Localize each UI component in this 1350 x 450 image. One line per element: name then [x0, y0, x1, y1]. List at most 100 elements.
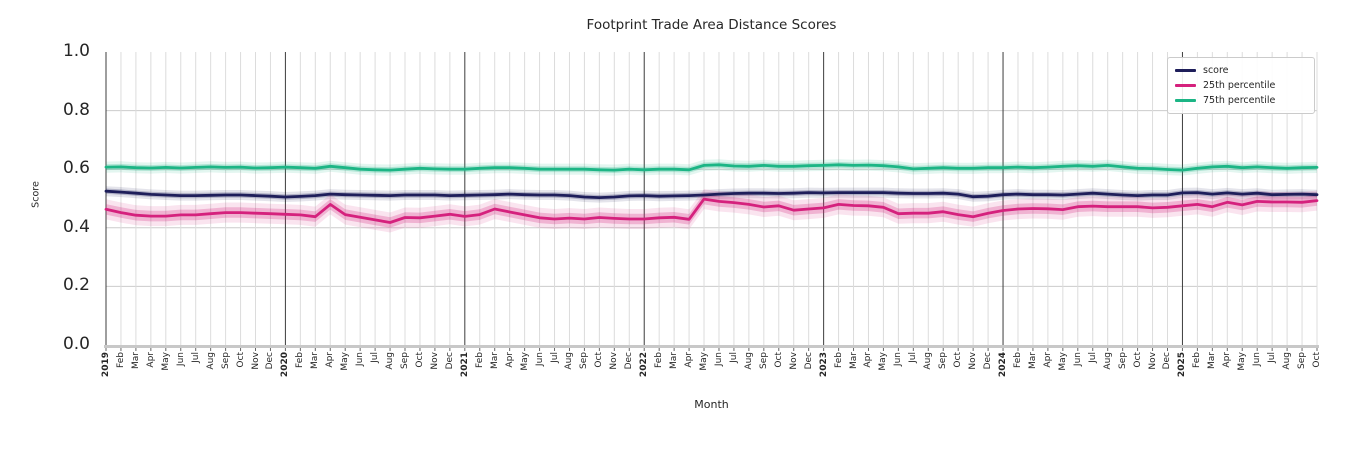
x-tick-label: Mar — [1027, 352, 1038, 369]
percentile25-line-swatch — [1175, 84, 1196, 87]
x-tick-label: Aug — [923, 352, 934, 370]
x-tick-label: Apr — [1042, 352, 1053, 368]
x-tick-label: Aug — [1102, 352, 1113, 370]
percentile75-line-swatch — [1175, 99, 1196, 102]
x-tick-label: Nov — [788, 352, 799, 370]
x-tick-label: Nov — [250, 352, 261, 370]
x-tick-label: Feb — [1192, 352, 1203, 368]
x-tick-label: Apr — [863, 352, 874, 368]
x-tick-label: Sep — [758, 352, 769, 369]
y-tick-label: 0.8 — [62, 99, 90, 120]
x-tick-label: Dec — [444, 352, 455, 370]
x-tick-label: May — [878, 352, 889, 371]
x-tick-label: Apr — [684, 352, 695, 368]
x-tick-label: Oct — [235, 352, 246, 368]
x-tick-label: 2019 — [101, 352, 111, 378]
x-tick-label: Jun — [1072, 352, 1083, 367]
x-tick-label: Jul — [1267, 352, 1278, 363]
x-tick-label: Jul — [728, 352, 739, 363]
x-axis-label: Month — [694, 398, 729, 411]
x-tick-label: Oct — [953, 352, 964, 368]
x-tick-label: Dec — [803, 352, 814, 370]
x-tick-label: Sep — [938, 352, 949, 369]
x-tick-label: Jun — [534, 352, 545, 367]
y-tick-label: 0.4 — [62, 216, 90, 237]
series-line-75th-percentile — [104, 163, 1319, 172]
x-tick-label: May — [1237, 352, 1248, 371]
y-tick-label: 0.0 — [62, 334, 90, 354]
x-tick-label: Jul — [1087, 352, 1098, 363]
legend-label: score — [1203, 65, 1229, 76]
legend-label: 75th percentile — [1203, 95, 1276, 106]
legend-item-score: score — [1175, 63, 1307, 78]
chart-title: Footprint Trade Area Distance Scores — [586, 17, 837, 33]
x-tick-label: Nov — [968, 352, 979, 370]
x-tick-label: May — [160, 352, 171, 371]
x-tick-label: Jul — [908, 352, 919, 363]
x-tick-label: Feb — [1012, 352, 1023, 368]
x-tick-label: May — [1057, 352, 1068, 371]
score-line-swatch — [1175, 69, 1196, 72]
x-tick-label: Mar — [489, 352, 500, 369]
x-tick-label: Jun — [355, 352, 366, 367]
y-tick-label: 0.2 — [62, 275, 90, 296]
x-tick-label: Aug — [564, 352, 575, 370]
x-tick-label: Sep — [579, 352, 590, 369]
x-tick-label: 2022 — [639, 352, 650, 378]
legend-item-25th-percentile: 25th percentile — [1175, 78, 1307, 93]
x-tick-label: Sep — [220, 352, 231, 369]
x-tick-label: Mar — [669, 352, 680, 369]
x-tick-label: 2025 — [1177, 352, 1188, 378]
x-tick-label: Apr — [504, 352, 515, 368]
x-tick-label: Mar — [130, 352, 141, 369]
x-tick-label: Aug — [205, 352, 216, 370]
x-tick-label: Oct — [1312, 352, 1322, 368]
x-tick-label: Feb — [115, 352, 126, 368]
x-tick-label: Feb — [654, 352, 665, 368]
x-tick-label: 2020 — [280, 352, 291, 378]
x-tick-label: May — [340, 352, 351, 371]
legend: score 25th percentile 75th percentile — [1167, 57, 1315, 114]
x-tick-label: 2024 — [998, 352, 1009, 378]
x-tick-label: May — [519, 352, 530, 371]
x-tick-label: Oct — [773, 352, 784, 368]
x-tick-label: Apr — [145, 352, 156, 368]
x-tick-label: Dec — [983, 352, 994, 370]
x-tick-label: Jun — [713, 352, 724, 367]
x-tick-label: Aug — [1282, 352, 1293, 370]
x-tick-label: Mar — [848, 352, 859, 369]
x-tick-label: Jun — [893, 352, 904, 367]
x-tick-label: 2023 — [818, 352, 829, 378]
x-tick-label: Nov — [609, 352, 620, 370]
x-tick-label: Aug — [385, 352, 396, 370]
x-tick-label: Apr — [1222, 352, 1233, 368]
x-tick-label: Sep — [1117, 352, 1128, 369]
x-tick-label: Jul — [190, 352, 201, 363]
x-tick-label: Nov — [1147, 352, 1158, 370]
x-tick-label: Jul — [370, 352, 381, 363]
y-tick-label: 1.0 — [62, 41, 90, 61]
x-tick-label: Mar — [310, 352, 321, 369]
x-tick-label: May — [699, 352, 710, 371]
legend-item-75th-percentile: 75th percentile — [1175, 93, 1307, 108]
x-tick-label: Feb — [295, 352, 306, 368]
x-tick-label: 2021 — [459, 352, 470, 378]
x-tick-label: Jul — [549, 352, 560, 363]
legend-label: 25th percentile — [1203, 80, 1276, 91]
x-tick-label: Jun — [175, 352, 186, 367]
x-tick-label: Aug — [743, 352, 754, 370]
x-tick-label: Dec — [265, 352, 276, 370]
series-line-score — [104, 189, 1319, 199]
x-tick-label: Oct — [1132, 352, 1143, 368]
x-tick-label: Oct — [594, 352, 605, 368]
x-tick-label: Apr — [325, 352, 336, 368]
x-tick-label: Feb — [833, 352, 844, 368]
series-line-25th-percentile — [104, 197, 1319, 224]
x-tick-label: Dec — [624, 352, 635, 370]
x-tick-label: Jun — [1252, 352, 1263, 367]
x-tick-label: Nov — [429, 352, 440, 370]
x-tick-label: Feb — [474, 352, 485, 368]
x-tick-label: Oct — [414, 352, 425, 368]
